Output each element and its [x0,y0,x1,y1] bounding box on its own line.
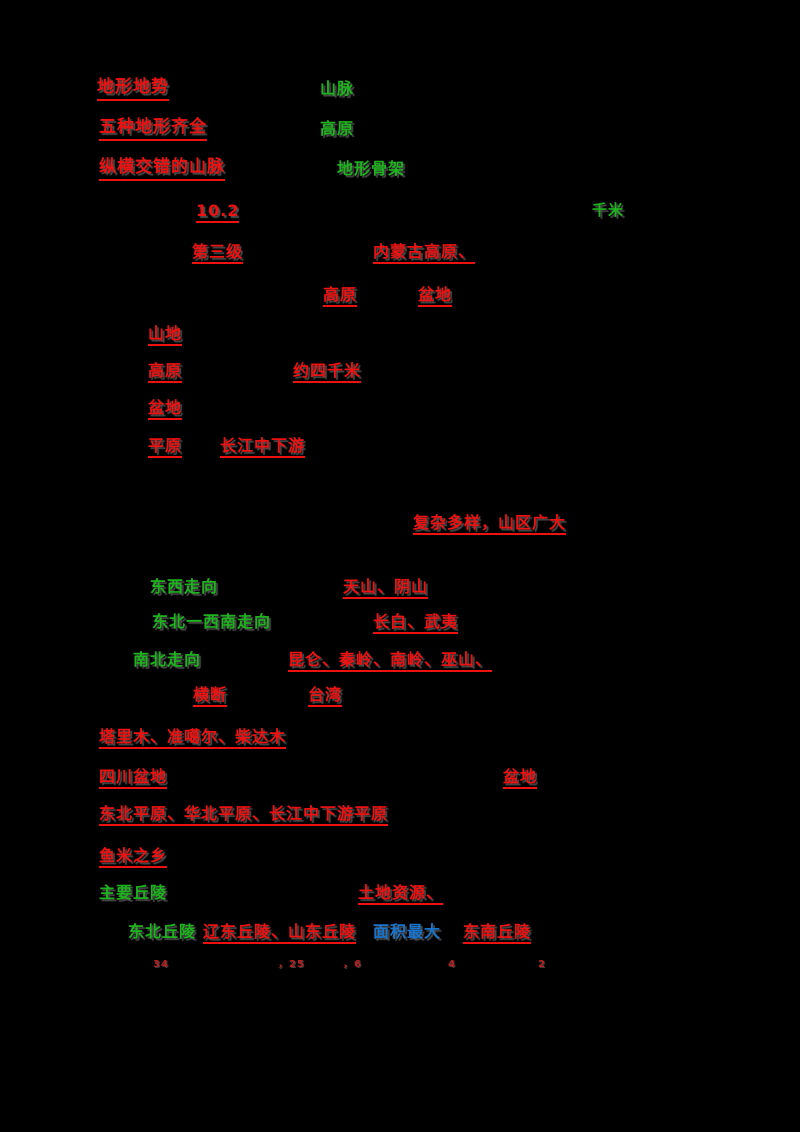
annotation-text: 内蒙古高原、 [373,242,476,265]
annotation-text: 约四千米 [293,361,362,384]
annotation-text: 地形地势 [97,77,169,101]
annotation-text: 东北平原、华北平原、长江中下游平原 [99,804,389,827]
annotation-text: 南北走向 [133,650,202,669]
annotation-text: 东北丘陵 [128,922,197,941]
annotation-text: 面积最大 [373,922,442,941]
annotation-text: 昆仑、秦岭、南岭、巫山、 [288,650,493,673]
annotation-text: 台湾 [308,685,343,708]
annotation-text: 10.2 [196,201,240,224]
annotation-text: 长白、武夷 [373,612,459,635]
annotation-text: 千米 [592,201,625,219]
annotation-text: 盆地 [148,398,183,421]
annotation-text: 第三级 [192,242,244,265]
annotation-text: 土地资源、 [358,883,444,906]
annotation-text: 长江中下游 [220,436,306,459]
annotation-text: 山地 [148,324,183,347]
footer-number: ，6 [343,959,362,970]
annotation-text: 横断 [193,685,228,708]
annotation-text: 天山、阴山 [343,577,429,600]
annotation-text: 盆地 [503,767,538,790]
annotation-text: 鱼米之乡 [99,846,168,869]
annotation-text: 高原 [320,119,355,138]
annotation-text: 主要丘陵 [99,883,168,902]
annotation-text: 地形骨架 [337,159,406,178]
annotation-text: 五种地形齐全 [99,117,207,141]
footer-number: 4 [448,959,456,970]
annotation-text: 东西走向 [150,577,219,596]
annotation-text: 纵横交错的山脉 [99,157,225,181]
footer-number: 34 [153,959,169,970]
annotation-text: 东北一西南走向 [152,612,272,631]
annotation-text: 塔里木、准噶尔、柴达木 [99,727,287,750]
annotation-text: 高原 [323,285,358,308]
footer-number: ，25 [278,959,305,970]
annotation-text: 四川盆地 [99,767,168,790]
annotation-text: 东南丘陵 [463,922,532,945]
annotation-text: 高原 [148,361,183,384]
annotation-text: 盆地 [418,285,453,308]
annotation-text: 山脉 [320,79,355,98]
footer-number: 2 [538,959,546,970]
annotation-text: 辽东丘陵、山东丘陵 [203,922,357,945]
annotation-text: 平原 [148,436,183,459]
annotation-text: 复杂多样，山区广大 [413,513,567,536]
